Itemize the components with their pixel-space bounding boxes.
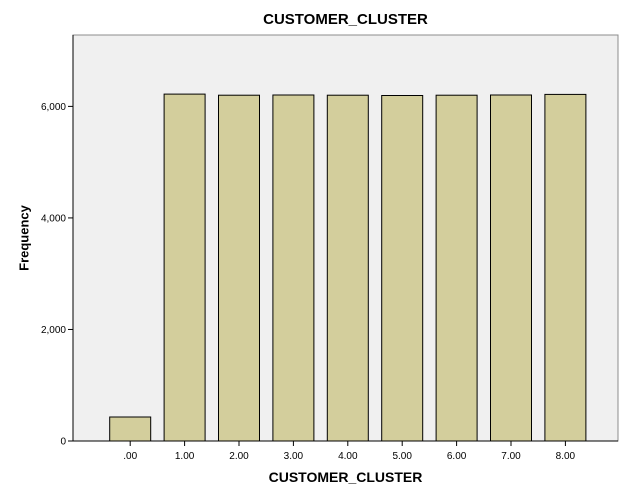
bar-6 bbox=[435, 94, 478, 442]
bar-4 bbox=[326, 94, 369, 442]
x-tick-label-6: 6.00 bbox=[447, 451, 467, 462]
x-tick-label-8: 8.00 bbox=[556, 451, 576, 462]
x-tick-label-2: 2.00 bbox=[229, 451, 249, 462]
x-tick-label-5: 5.00 bbox=[392, 451, 412, 462]
x-tick-label-3: 3.00 bbox=[284, 451, 304, 462]
y-tick-label-0: 0 bbox=[60, 437, 66, 448]
chart-title: CUSTOMER_CLUSTER bbox=[263, 11, 428, 28]
bar-5 bbox=[381, 95, 424, 442]
bar-2 bbox=[218, 94, 260, 442]
y-tick-label-3: 6,000 bbox=[41, 102, 66, 113]
x-tick-label-1: 1.00 bbox=[175, 451, 195, 462]
bar-0 bbox=[109, 416, 152, 442]
y-tick-label-2: 4,000 bbox=[41, 213, 66, 224]
bar-1 bbox=[163, 93, 206, 442]
y-tick-label-1: 2,000 bbox=[41, 325, 66, 336]
bar-8 bbox=[544, 93, 587, 442]
bar-3 bbox=[272, 94, 315, 442]
x-tick-label-4: 4.00 bbox=[338, 451, 358, 462]
x-tick-label-0: .00 bbox=[123, 451, 137, 462]
x-tick-label-7: 7.00 bbox=[501, 451, 521, 462]
bar-7 bbox=[490, 94, 532, 442]
x-axis-label: CUSTOMER_CLUSTER bbox=[268, 469, 423, 485]
